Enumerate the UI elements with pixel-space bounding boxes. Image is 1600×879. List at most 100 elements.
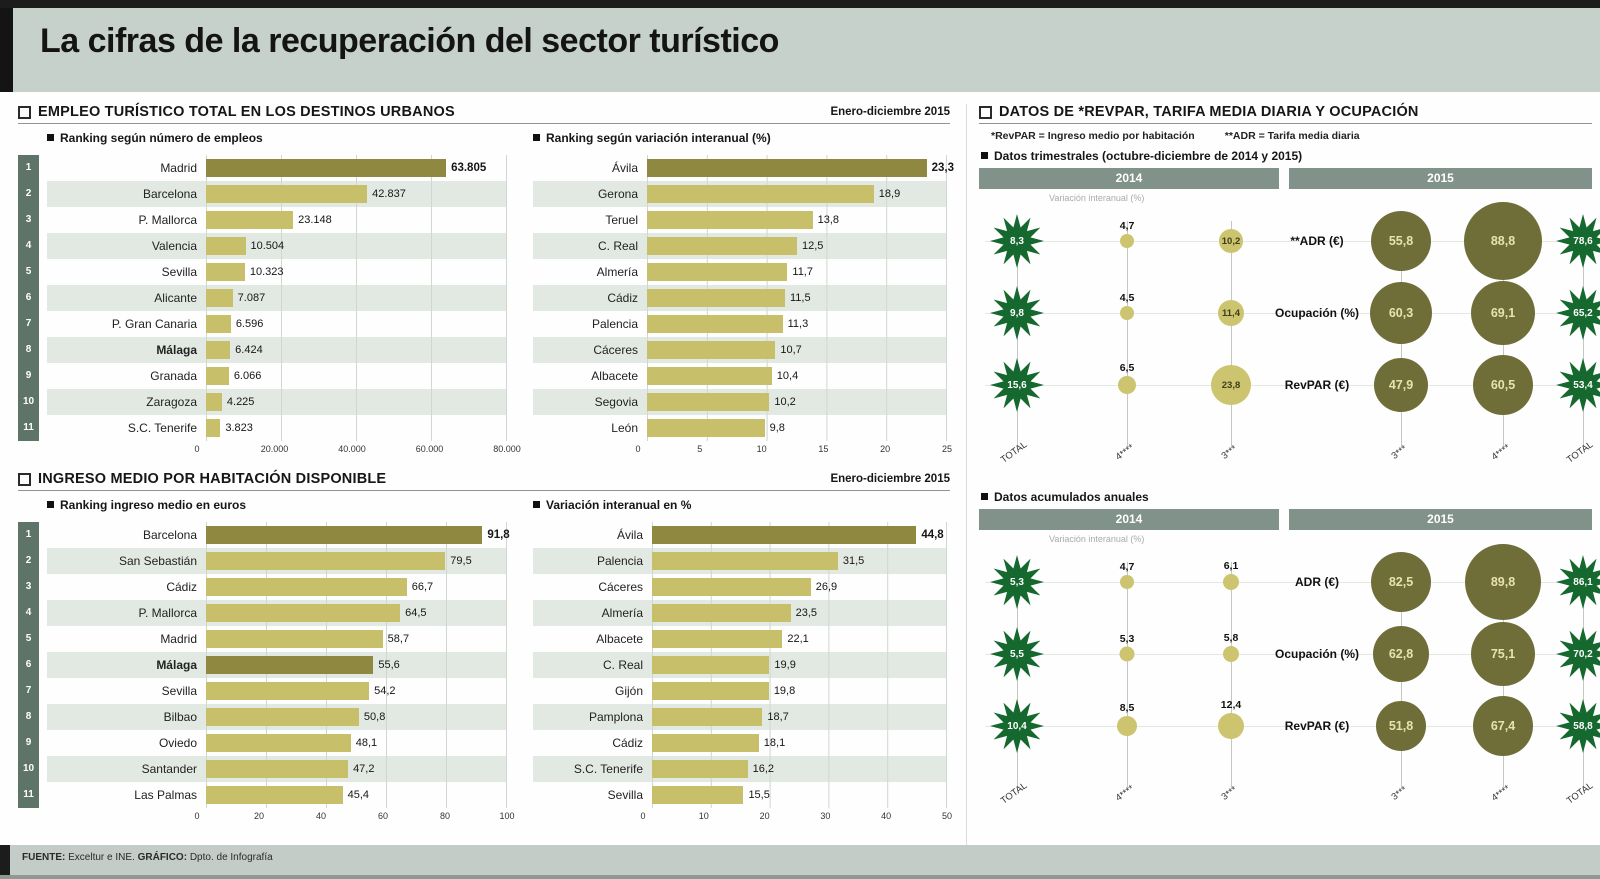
bar (206, 263, 245, 281)
bar-label: Gerona (597, 187, 638, 201)
bar-label: Pamplona (588, 710, 643, 724)
bar-value: 19,8 (773, 685, 796, 697)
bar-track: 26,9 (652, 574, 947, 600)
rank-number: 6 (25, 659, 32, 670)
open-square-icon (18, 105, 31, 119)
bubble-value: 9,8 (1010, 307, 1024, 319)
column-label: 3*** (1219, 784, 1240, 803)
section-ingreso-title: INGRESO MEDIO POR HABITACIÓN DISPONIBLE (38, 471, 387, 487)
bar-track: 12,5 (647, 233, 947, 259)
axis-tick-label: 0 (640, 811, 646, 821)
bar-label: Granada (150, 369, 197, 383)
bar-track: 10.323 (206, 259, 507, 285)
bar (652, 552, 838, 570)
bar-value: 45,4 (347, 789, 370, 801)
bar-label: Barcelona (142, 528, 197, 542)
star-icon: 53,4 (1555, 357, 1600, 413)
bar (652, 630, 783, 648)
column-label: 3*** (1389, 784, 1410, 803)
title-band: La cifras de la recuperación del sector … (0, 8, 1600, 92)
bar (206, 393, 222, 411)
bar-track: 18,7 (652, 704, 947, 730)
rank-number: 8 (25, 344, 32, 355)
bar-row: P. Gran Canaria 6.596 (47, 311, 507, 337)
open-square-icon (18, 472, 31, 486)
bar-value: 63.805 (451, 162, 487, 174)
bar-label: P. Mallorca (138, 606, 197, 620)
bar-label: León (611, 421, 638, 435)
bubble: 67,4 (1473, 696, 1533, 756)
rank-strip: 1 2 3 4 5 6 7 8 9 10 11 (18, 155, 39, 441)
bar-value: 26,9 (815, 581, 838, 593)
bar-row: San Sebastián 79,5 (47, 548, 507, 574)
bar-row: P. Mallorca 64,5 (47, 600, 507, 626)
bar-track: 13,8 (647, 207, 947, 233)
bubble-value: 6,5 (1119, 362, 1135, 374)
bubble: 51,8 (1376, 701, 1426, 751)
bar-label: Santander (141, 762, 197, 776)
content-area: EMPLEO TURÍSTICO TOTAL EN LOS DESTINOS U… (18, 104, 1600, 845)
bar-label: S.C. Tenerife (127, 421, 197, 435)
bubble-row-label: Ocupación (%) (1274, 647, 1360, 661)
bar (206, 185, 368, 203)
bar-label: Madrid (160, 161, 197, 175)
rank-number: 7 (25, 318, 32, 329)
grid-line (985, 726, 1586, 727)
section-ingreso-header: INGRESO MEDIO POR HABITACIÓN DISPONIBLE … (18, 471, 950, 491)
bar-track: 54,2 (206, 678, 507, 704)
bar-label: Madrid (160, 632, 197, 646)
bubble-value: 65,2 (1573, 307, 1593, 319)
chart-title-text: Ranking según número de empleos (60, 131, 263, 145)
bar-track: 10,7 (647, 337, 947, 363)
footer-source-label: FUENTE: (22, 852, 66, 863)
axis: 0 10 20 30 40 50 (533, 808, 952, 824)
bar-label: C. Real (602, 658, 643, 672)
bar-label: San Sebastián (118, 554, 197, 568)
bar-value: 10.504 (250, 240, 285, 252)
variation-note: Variación interanual (%) (1049, 193, 1145, 203)
section-empleo-title: EMPLEO TURÍSTICO TOTAL EN LOS DESTINOS U… (38, 104, 455, 120)
bar-row: Gerona 18,9 (533, 181, 947, 207)
legend-revpar-definition: *RevPAR = Ingreso medio por habitación (991, 130, 1195, 142)
quarterly-period-band: 2014 2015 (979, 168, 1592, 189)
bar-track: 55,6 (206, 652, 507, 678)
bar-value: 23,5 (795, 607, 818, 619)
section-ingreso-period: Enero-diciembre 2015 (830, 473, 950, 485)
grid-lines (206, 415, 507, 441)
bar-track: 15,5 (652, 782, 947, 808)
bar-value: 10,7 (780, 344, 802, 356)
rank-number: 9 (25, 737, 32, 748)
bar-track: 23,3 (647, 155, 954, 181)
column-label: 4**** (1489, 442, 1513, 463)
axis-tick-label: 30 (820, 811, 831, 821)
page-title: La cifras de la recuperación del sector … (40, 22, 779, 60)
bar-label: Segovia (594, 395, 638, 409)
axis: 0 5 10 15 20 25 (533, 441, 952, 457)
bar-label: S.C. Tenerife (573, 762, 643, 776)
axis-tick-label: 40 (315, 811, 327, 821)
chart-title: Ranking ingreso medio en euros (47, 498, 507, 522)
bar (647, 367, 772, 385)
footer-source: Exceltur e INE. (65, 852, 138, 863)
axis-tick-label: 5 (697, 444, 703, 454)
bar-label: Málaga (156, 658, 197, 672)
bar (652, 656, 770, 674)
bubble: 47,9 (1374, 358, 1428, 412)
rank-number: 1 (25, 529, 32, 540)
chart-empleo-ranking: Ranking según número de empleos Madrid 63.… (47, 131, 521, 457)
bar-row: Cáceres 26,9 (533, 574, 947, 600)
bubble (1117, 716, 1137, 736)
rank-number: 2 (25, 555, 32, 566)
bar (652, 734, 759, 752)
axis-row: 0 5 10 15 20 25 (635, 441, 952, 457)
bar-row: Cáceres 10,7 (533, 337, 947, 363)
column-label: TOTAL (1564, 439, 1596, 466)
period-2015-band: 2015 (1289, 168, 1592, 189)
guide-line (1231, 562, 1232, 788)
bar-rows: Madrid 63.805 Barcelona 42.837 P. Mallorca 23… (47, 155, 507, 441)
bar-track: 10,2 (647, 389, 947, 415)
bar-label: Gijón (614, 684, 643, 698)
bubble-value: 4,7 (1119, 561, 1135, 573)
bar (206, 682, 370, 700)
